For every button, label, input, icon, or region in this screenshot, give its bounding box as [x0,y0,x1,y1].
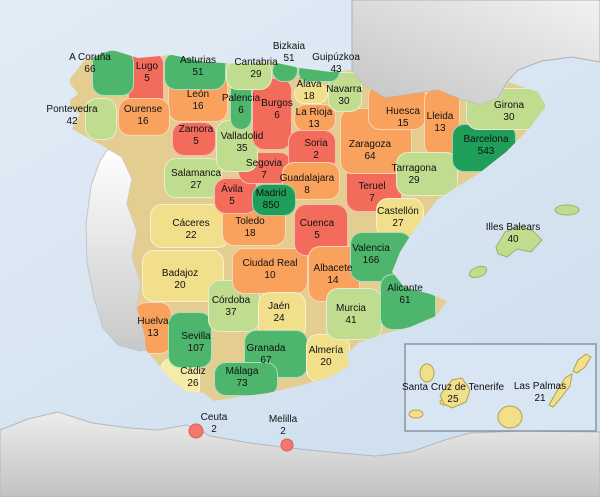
melilla-marker[interactable] [280,438,294,452]
lanzarote-island[interactable] [572,353,592,374]
la-palma-island[interactable] [419,363,435,383]
menorca-island[interactable] [554,204,580,216]
province-region-lleida[interactable] [424,88,460,156]
province-region-madrid[interactable] [252,184,296,216]
province-region-avila[interactable] [214,178,258,214]
province-region-caceres[interactable] [150,204,230,248]
province-region-salamanca[interactable] [164,158,222,198]
province-region-malaga[interactable] [214,362,278,396]
province-region-alava[interactable] [294,84,328,104]
province-region-sevilla[interactable] [168,312,212,368]
province-region-la-rioja[interactable] [294,104,336,132]
el-hierro-island[interactable] [408,409,424,419]
fuerteventura-island[interactable] [548,373,573,408]
province-region-murcia[interactable] [326,288,382,340]
province-region-burgos[interactable] [252,78,292,150]
province-region-pontevedra[interactable] [85,98,117,140]
province-region-tarragona[interactable] [396,152,458,196]
ceuta-marker[interactable] [188,423,204,439]
province-region-a-coruna[interactable] [92,50,134,96]
province-region-zamora[interactable] [172,122,216,156]
province-region-ourense[interactable] [118,98,170,136]
gran-canaria-island[interactable] [497,405,523,429]
tenerife-island[interactable] [439,377,471,409]
mallorca-island[interactable] [495,225,543,258]
ibiza-island[interactable] [468,264,488,280]
